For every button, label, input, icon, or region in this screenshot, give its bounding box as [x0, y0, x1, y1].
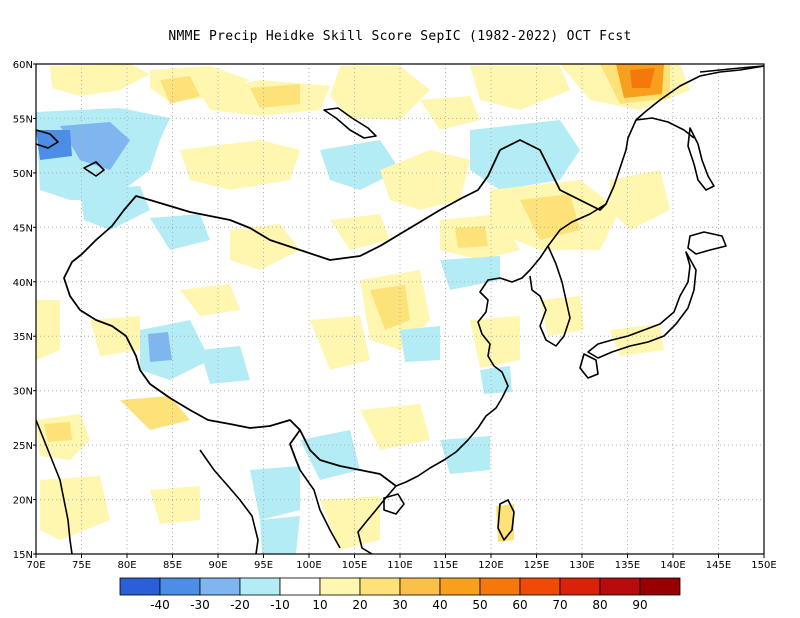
colorbar-label: 70 — [552, 598, 567, 612]
colorbar-swatch — [319, 577, 361, 596]
lon-tick-label: 75E — [72, 560, 91, 571]
lon-tick-label: 90E — [208, 560, 227, 571]
colorbar-swatch — [279, 577, 321, 596]
chart-title: NMME Precip Heidke Skill Score SepIC (19… — [168, 29, 632, 44]
colorbar-label: 50 — [472, 598, 487, 612]
colorbar-swatch — [559, 577, 601, 596]
colorbar-label: 60 — [512, 598, 527, 612]
colorbar-swatch — [159, 577, 201, 596]
lon-tick-label: 80E — [117, 560, 136, 571]
lon-tick-label: 135E — [615, 560, 640, 571]
colorbar-label: -20 — [230, 598, 250, 612]
colorbar-swatch — [119, 577, 161, 596]
colorbar-label: -40 — [150, 598, 170, 612]
colorbar-label: -10 — [270, 598, 290, 612]
colorbar-swatch — [479, 577, 521, 596]
colorbar-label: 80 — [592, 598, 607, 612]
colorbar-label: 30 — [392, 598, 407, 612]
tick-marks — [33, 63, 765, 558]
lat-tick-label: 25N — [13, 441, 33, 452]
colorbar-swatch — [599, 577, 641, 596]
colorbar-swatch — [199, 577, 241, 596]
lon-tick-label: 100E — [296, 560, 321, 571]
lon-tick-label: 85E — [163, 560, 182, 571]
coastlines — [36, 65, 764, 554]
lon-tick-label: 150E — [751, 560, 776, 571]
colorbar-swatch — [239, 577, 281, 596]
lon-tick-label: 125E — [524, 560, 549, 571]
china-border — [63, 139, 607, 487]
lat-tick-label: 60N — [13, 60, 33, 71]
lat-tick-label: 20N — [13, 496, 33, 507]
lon-tick-label: 140E — [660, 560, 685, 571]
lat-tick-label: 50N — [13, 169, 33, 180]
gridlines — [36, 64, 764, 554]
lon-tick-label: 105E — [342, 560, 367, 571]
colorbar: -40 -30 -20 -10 10 20 30 40 50 60 70 80 90 — [119, 577, 681, 612]
lon-tick-label: 130E — [569, 560, 594, 571]
lon-tick-label: 110E — [387, 560, 412, 571]
lat-tick-label: 40N — [13, 278, 33, 289]
lat-tick-label: 35N — [13, 332, 33, 343]
colorbar-label: 90 — [632, 598, 647, 612]
lon-tick-label: 120E — [478, 560, 503, 571]
lon-tick-label: 115E — [433, 560, 458, 571]
lat-tick-label: 45N — [13, 223, 33, 234]
colorbar-swatch — [399, 577, 441, 596]
colorbar-swatch — [639, 577, 681, 596]
lat-tick-label: 55N — [13, 114, 33, 125]
colorbar-label: 20 — [352, 598, 367, 612]
colorbar-swatch — [439, 577, 481, 596]
colorbar-swatch — [519, 577, 561, 596]
lon-tick-label: 70E — [26, 560, 45, 571]
colorbar-label: -30 — [190, 598, 210, 612]
colorbar-label: 40 — [432, 598, 447, 612]
lat-tick-label: 30N — [13, 387, 33, 398]
colorbar-label: 10 — [312, 598, 327, 612]
colorbar-swatch — [359, 577, 401, 596]
lon-tick-label: 145E — [706, 560, 731, 571]
lon-tick-label: 95E — [254, 560, 273, 571]
lat-tick-label: 15N — [13, 550, 33, 561]
